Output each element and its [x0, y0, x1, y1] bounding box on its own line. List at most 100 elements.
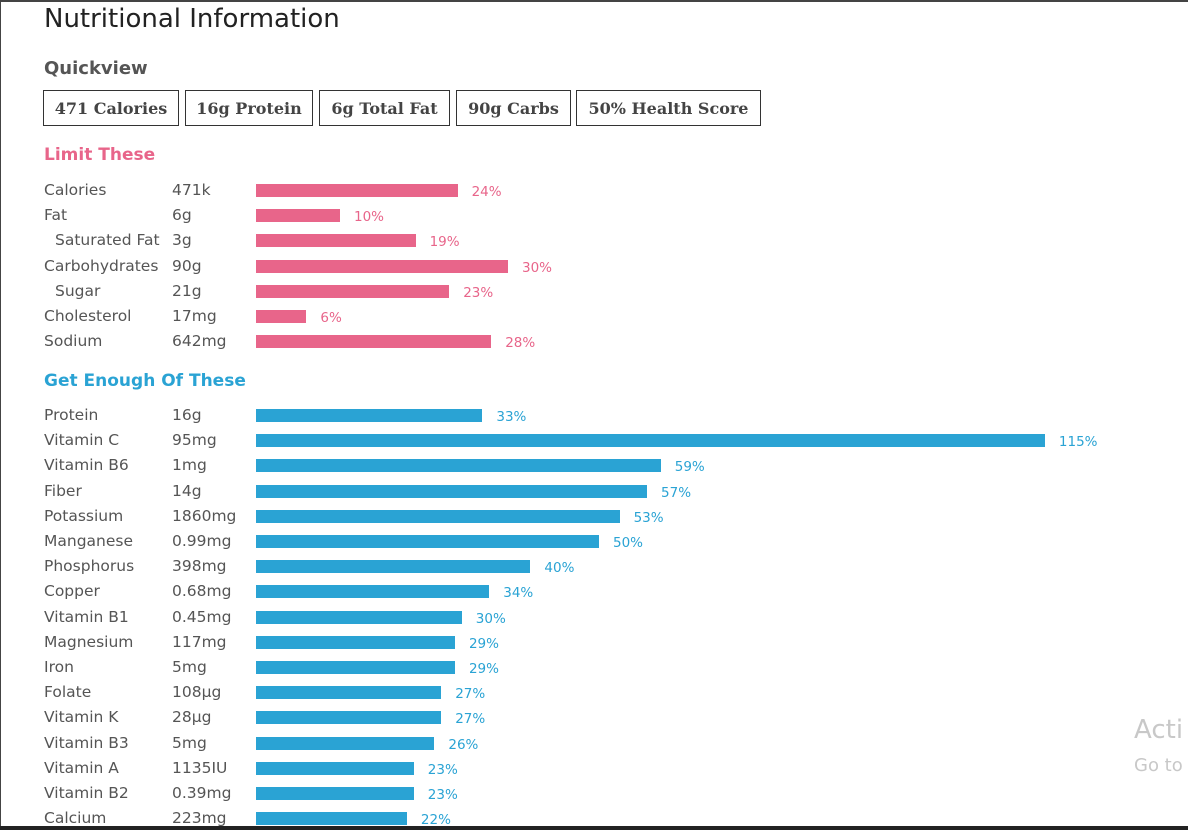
enough-nutrient-row: Vitamin B6 1mg 59%: [0, 453, 1188, 478]
nutrient-amount: 17mg: [172, 307, 217, 325]
nutrient-amount: 1860mg: [172, 506, 237, 525]
nutrient-amount: 5mg: [172, 658, 207, 676]
limit-nutrient-row: Fat 6g 10%: [0, 203, 1188, 228]
enough-nutrient-row: Copper 0.68mg 34%: [0, 579, 1188, 604]
enough-nutrient-row: Vitamin A 1135IU 23%: [0, 756, 1188, 781]
nutrient-name: Magnesium: [44, 632, 134, 651]
quickview-calories-badge: 471 Calories: [43, 90, 179, 126]
nutrient-percent-label: 59%: [674, 459, 705, 476]
nutrient-percent-bar: [256, 409, 483, 422]
nutrient-name: Protein: [44, 406, 99, 424]
enough-nutrient-row: Vitamin K 28µg 27%: [0, 705, 1188, 730]
nutrient-name: Vitamin K: [44, 708, 119, 727]
nutrient-percent-label: 50%: [613, 535, 644, 551]
nutrient-percent-bar: [256, 310, 307, 323]
nutrient-name: Calories: [44, 181, 107, 199]
nutrient-percent-label: 23%: [427, 787, 458, 803]
enough-nutrient-row: Manganese 0.99mg 50%: [0, 529, 1188, 554]
limit-nutrient-row: Sugar 21g 23%: [0, 279, 1188, 304]
nutrient-amount: 6g: [172, 206, 192, 225]
nutrient-amount: 28µg: [172, 708, 212, 727]
enough-nutrient-row: Potassium 1860mg 53%: [0, 504, 1188, 529]
nutrient-amount: 398mg: [172, 557, 227, 576]
nutrient-name: Vitamin B6: [44, 456, 129, 475]
nutrient-percent-bar: [256, 610, 462, 624]
nutrient-percent-label: 26%: [448, 736, 479, 753]
nutrient-name: Saturated Fat: [55, 231, 160, 250]
nutrient-percent-bar: [256, 585, 490, 599]
enough-nutrient-row: Vitamin C 95mg 115%: [0, 428, 1188, 453]
nutrient-percent-label: 29%: [468, 661, 499, 677]
nutrient-percent-label: 53%: [633, 509, 664, 526]
nutrient-amount: 0.99mg: [172, 532, 232, 550]
nutrient-percent-bar: [256, 434, 1045, 448]
nutrient-percent-bar: [256, 736, 435, 750]
nutrient-amount: 95mg: [172, 431, 217, 450]
enough-nutrient-row: Fiber 14g 57%: [0, 479, 1188, 504]
nutrient-amount: 1mg: [172, 456, 207, 475]
window-bottom-border: [0, 826, 1188, 830]
nutrient-percent-bar: [256, 484, 648, 498]
enough-nutrient-row: Vitamin B1 0.45mg 30%: [0, 605, 1188, 630]
nutrient-amount: 1135IU: [172, 758, 228, 777]
limit-nutrient-row: Saturated Fat 3g 19%: [0, 228, 1188, 253]
nutrient-percent-bar: [256, 812, 407, 826]
nutrient-percent-bar: [256, 761, 414, 775]
nutrient-amount: 223mg: [172, 809, 227, 828]
nutrient-percent-bar: [256, 686, 442, 700]
nutrient-amount: 0.45mg: [172, 607, 232, 626]
nutrient-name: Vitamin B3: [44, 733, 129, 752]
limit-nutrient-row: Sodium 642mg 28%: [0, 329, 1188, 354]
nutrient-amount: 3g: [172, 231, 192, 250]
nutrient-percent-label: 27%: [455, 686, 486, 703]
nutrient-name: Manganese: [44, 532, 134, 550]
nutrient-name: Folate: [44, 683, 92, 702]
enough-nutrient-row: Iron 5mg 29%: [0, 655, 1188, 680]
nutrient-percent-label: 6%: [320, 310, 342, 326]
enough-nutrient-row: Vitamin B3 5mg 26%: [0, 731, 1188, 756]
nutrient-name: Phosphorus: [44, 557, 135, 576]
nutrient-amount: 0.39mg: [172, 784, 232, 802]
nutrient-percent-label: 23%: [463, 284, 494, 301]
nutrient-percent-label: 29%: [468, 635, 499, 652]
quickview-protein-badge: 16g Protein: [185, 90, 313, 126]
nutrient-percent-label: 24%: [471, 184, 502, 200]
nutrient-percent-bar: [256, 509, 620, 523]
nutrient-percent-label: 40%: [544, 560, 575, 577]
nutrient-percent-bar: [256, 184, 458, 197]
activation-watermark-subtitle: Go to: [1134, 755, 1183, 776]
enough-nutrient-row: Magnesium 117mg 29%: [0, 630, 1188, 655]
enough-nutrient-row: Phosphorus 398mg 40%: [0, 554, 1188, 579]
nutrient-percent-label: 23%: [427, 761, 458, 778]
nutrient-name: Vitamin C: [44, 431, 120, 450]
nutrient-percent-bar: [256, 711, 442, 725]
limit-nutrient-row: Carbohydrates 90g 30%: [0, 254, 1188, 279]
enough-nutrient-row: Calcium 223mg 22%: [0, 806, 1188, 831]
nutrient-percent-label: 28%: [505, 335, 536, 352]
enough-nutrient-row: Folate 108µg 27%: [0, 680, 1188, 705]
nutrient-name: Vitamin B1: [44, 607, 129, 626]
nutrient-amount: 0.68mg: [172, 582, 232, 601]
nutrient-name: Vitamin B2: [44, 784, 129, 802]
nutrient-name: Fiber: [44, 481, 82, 500]
nutrient-amount: 16g: [172, 406, 202, 424]
nutrient-name: Carbohydrates: [44, 256, 159, 275]
nutrient-percent-label: 30%: [475, 610, 506, 627]
nutrient-percent-label: 19%: [429, 234, 460, 251]
quickview-health-score-badge: 50% Health Score: [576, 90, 761, 126]
nutrient-amount: 117mg: [172, 632, 227, 651]
nutrient-name: Vitamin A: [44, 758, 119, 777]
nutrient-amount: 21g: [172, 281, 202, 300]
nutrient-name: Calcium: [44, 809, 107, 828]
nutrient-name: Iron: [44, 658, 74, 676]
nutrient-percent-bar: [256, 459, 661, 473]
nutrient-percent-bar: [256, 234, 416, 248]
enough-nutrient-row: Vitamin B2 0.39mg 23%: [0, 781, 1188, 806]
nutrient-name: Sodium: [44, 332, 103, 351]
nutrient-percent-label: 22%: [420, 812, 451, 829]
nutrient-percent-label: 27%: [455, 711, 486, 728]
get-enough-heading: Get Enough Of These: [44, 371, 246, 391]
nutrient-percent-bar: [256, 635, 455, 649]
nutrient-name: Potassium: [44, 506, 124, 525]
nutrient-percent-bar: [256, 259, 508, 273]
